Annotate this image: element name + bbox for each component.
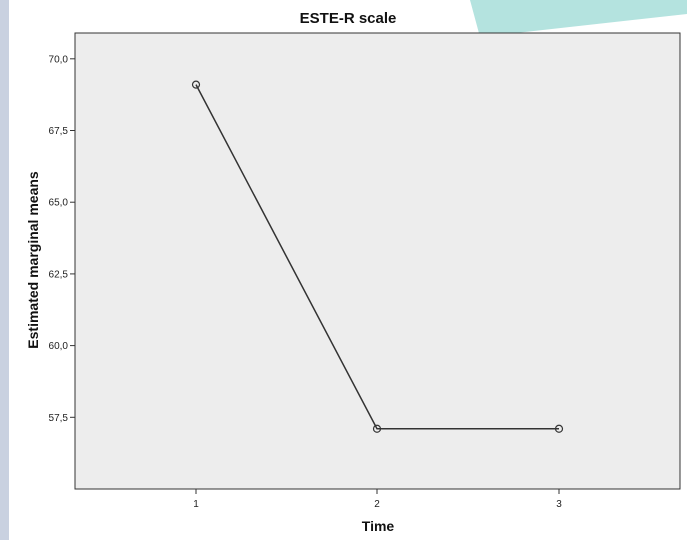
chart-title: ESTE-R scale xyxy=(300,10,397,27)
y-axis: 70,0 67,5 65,0 62,5 60,0 57,5 xyxy=(49,54,75,424)
y-tick-label: 70,0 xyxy=(49,54,69,65)
y-tick-label: 57,5 xyxy=(49,413,69,424)
data-point xyxy=(554,424,564,433)
y-tick-label: 62,5 xyxy=(49,269,69,280)
y-tick-label: 65,0 xyxy=(49,198,69,209)
series-group xyxy=(191,80,564,433)
y-tick-label: 60,0 xyxy=(49,341,69,352)
x-axis-title: Time xyxy=(362,518,395,534)
y-tick-label: 67,5 xyxy=(49,126,69,137)
data-point xyxy=(191,80,201,89)
x-tick-label: 3 xyxy=(556,499,562,510)
x-tick-label: 1 xyxy=(193,499,199,510)
x-tick-label: 2 xyxy=(374,499,380,510)
left-edge-strip xyxy=(0,0,9,540)
data-point xyxy=(372,424,382,433)
plot-area xyxy=(74,32,681,490)
series-line xyxy=(195,84,559,430)
x-axis: 1 2 3 xyxy=(193,489,562,510)
y-axis-title: Estimated marginal means xyxy=(25,171,41,349)
